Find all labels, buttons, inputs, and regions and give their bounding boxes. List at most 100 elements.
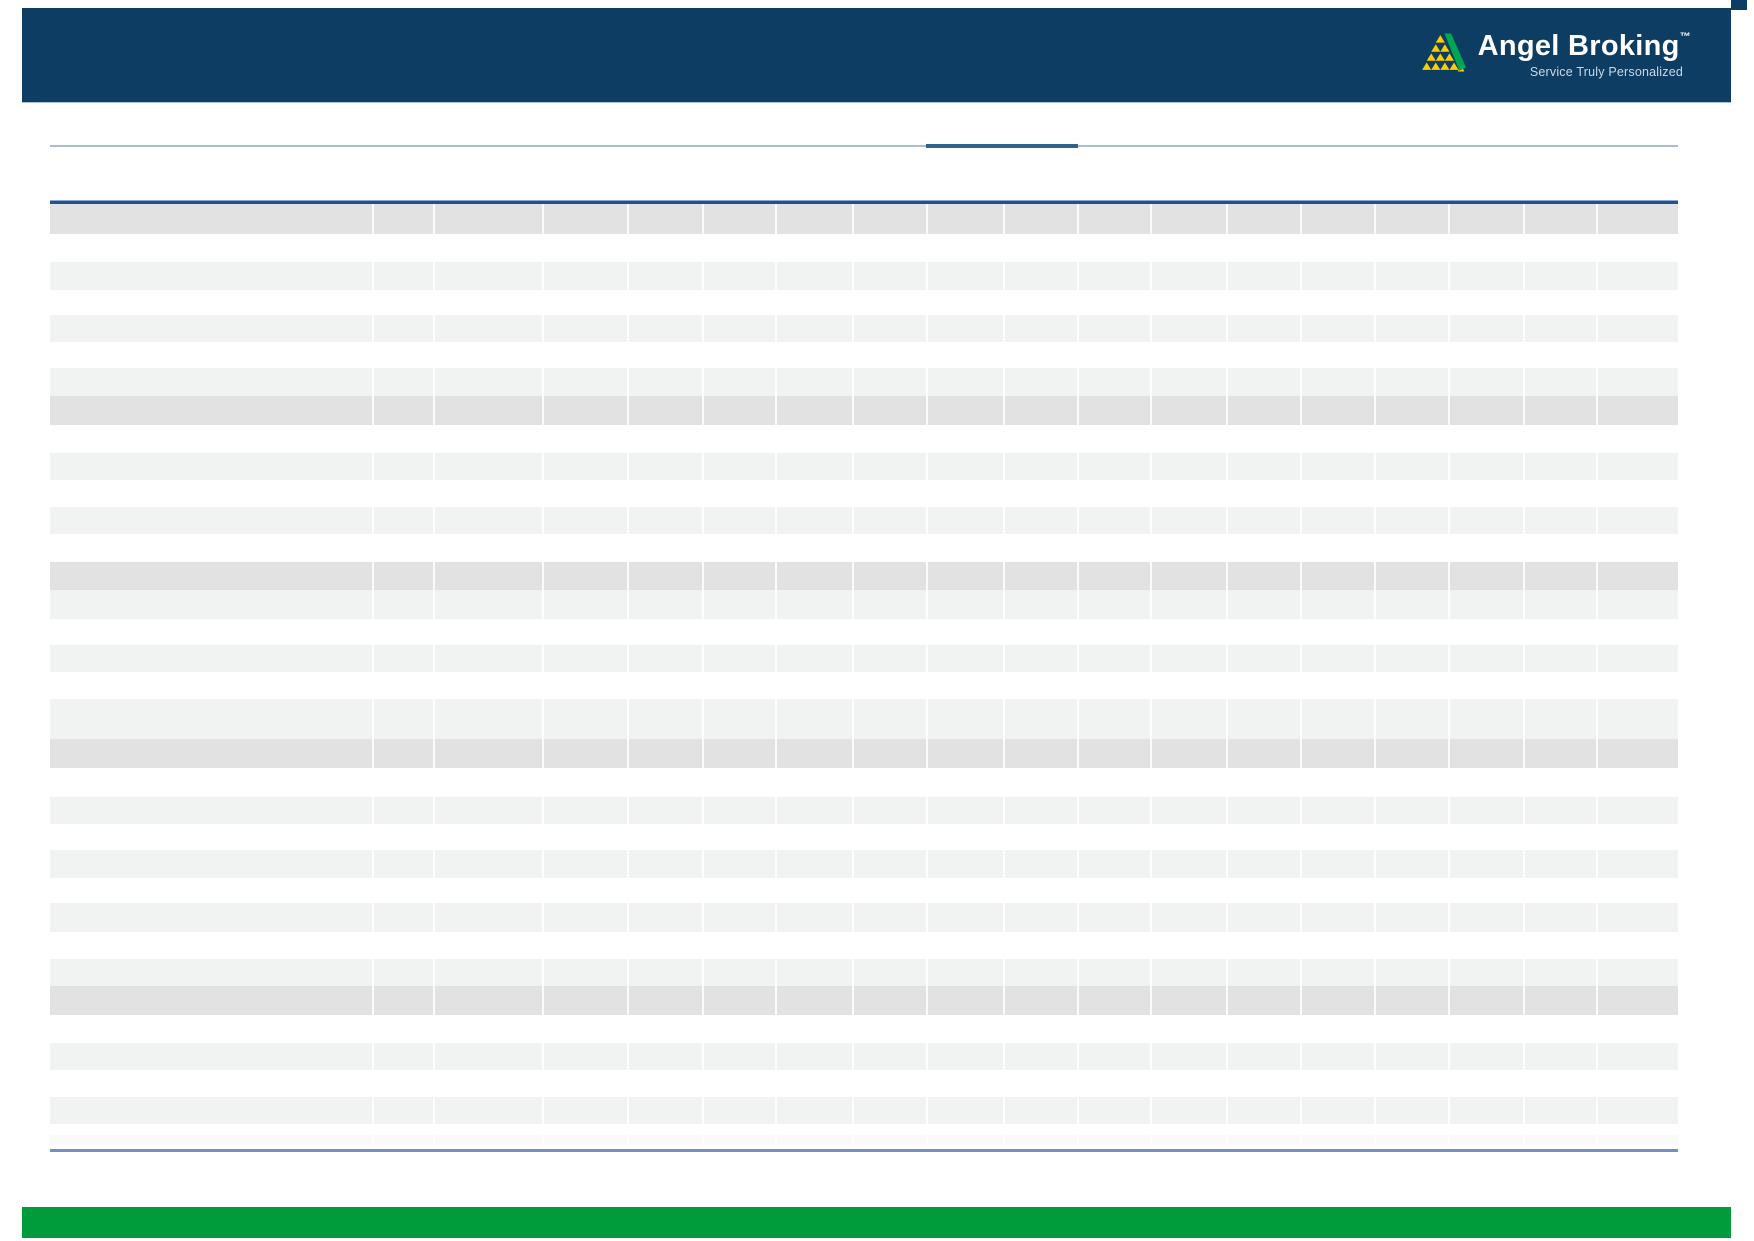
column-divider (627, 590, 629, 619)
table-row (50, 204, 1678, 234)
column-divider (702, 562, 704, 590)
column-divider (542, 986, 544, 1015)
column-divider (926, 315, 928, 342)
column-divider (627, 986, 629, 1015)
column-divider (1077, 645, 1079, 672)
column-divider (926, 986, 928, 1015)
column-divider (1374, 986, 1376, 1015)
column-divider (1003, 590, 1005, 619)
column-divider (627, 699, 629, 739)
column-divider (852, 1043, 854, 1070)
column-divider (1003, 396, 1005, 425)
column-divider (702, 986, 704, 1015)
column-divider (372, 368, 374, 396)
column-divider (1150, 645, 1152, 672)
column-divider (433, 562, 435, 590)
column-divider (1077, 396, 1079, 425)
column-divider (372, 645, 374, 672)
column-divider (542, 262, 544, 290)
column-divider (1448, 1135, 1450, 1145)
header-corner-sliver (1731, 0, 1747, 10)
column-divider (1448, 959, 1450, 986)
column-divider (1374, 1135, 1376, 1145)
column-divider (433, 396, 435, 425)
column-divider (542, 699, 544, 739)
column-divider (1226, 315, 1228, 342)
column-divider (1374, 453, 1376, 480)
column-divider (372, 797, 374, 824)
table-row (50, 315, 1678, 342)
column-divider (1003, 850, 1005, 878)
table-row (50, 1097, 1678, 1124)
column-divider (1077, 739, 1079, 768)
column-divider (852, 562, 854, 590)
column-divider (542, 315, 544, 342)
column-divider (926, 1043, 928, 1070)
brand-tagline: Service Truly Personalized (1529, 64, 1683, 79)
column-divider (433, 959, 435, 986)
column-divider (1077, 315, 1079, 342)
column-divider (775, 590, 777, 619)
column-divider (433, 1135, 435, 1145)
column-divider (1374, 507, 1376, 534)
column-divider (1300, 315, 1302, 342)
column-divider (1448, 986, 1450, 1015)
column-divider (1150, 315, 1152, 342)
column-divider (1523, 1043, 1525, 1070)
column-divider (433, 1097, 435, 1124)
column-divider (1523, 903, 1525, 932)
column-divider (1300, 986, 1302, 1015)
column-divider (1300, 507, 1302, 534)
column-divider (702, 453, 704, 480)
table-row (50, 739, 1678, 768)
column-divider (1300, 739, 1302, 768)
column-divider (1226, 368, 1228, 396)
column-divider (1300, 797, 1302, 824)
column-divider (852, 396, 854, 425)
column-divider (852, 315, 854, 342)
column-divider (1523, 850, 1525, 878)
column-divider (926, 262, 928, 290)
column-divider (1596, 562, 1598, 590)
column-divider (1226, 986, 1228, 1015)
column-divider (1523, 797, 1525, 824)
column-divider (433, 986, 435, 1015)
column-divider (372, 453, 374, 480)
column-divider (775, 396, 777, 425)
column-divider (1077, 850, 1079, 878)
trademark-symbol: ™ (1679, 31, 1691, 44)
column-divider (542, 645, 544, 672)
column-divider (1226, 1043, 1228, 1070)
brand-name: Angel Broking™ (1477, 30, 1691, 63)
column-divider (1523, 739, 1525, 768)
column-divider (926, 453, 928, 480)
column-divider (1374, 590, 1376, 619)
column-divider (1077, 1043, 1079, 1070)
column-divider (1596, 262, 1598, 290)
column-divider (1448, 396, 1450, 425)
column-divider (1003, 315, 1005, 342)
column-divider (1003, 797, 1005, 824)
column-divider (1077, 562, 1079, 590)
column-divider (702, 1043, 704, 1070)
column-divider (433, 739, 435, 768)
column-divider (1077, 453, 1079, 480)
column-divider (627, 204, 629, 234)
column-divider (702, 903, 704, 932)
column-divider (926, 699, 928, 739)
header-bar: Angel Broking™ Service Truly Personalize… (22, 8, 1731, 102)
column-divider (1003, 986, 1005, 1015)
column-divider (1448, 903, 1450, 932)
column-divider (775, 797, 777, 824)
column-divider (1374, 315, 1376, 342)
column-divider (1150, 1097, 1152, 1124)
column-divider (627, 315, 629, 342)
column-divider (1150, 850, 1152, 878)
column-divider (372, 699, 374, 739)
table-row (50, 368, 1678, 396)
brand-logo-block: Angel Broking™ Service Truly Personalize… (1418, 22, 1691, 88)
column-divider (372, 204, 374, 234)
column-divider (1596, 396, 1598, 425)
column-divider (1523, 453, 1525, 480)
column-divider (1374, 739, 1376, 768)
